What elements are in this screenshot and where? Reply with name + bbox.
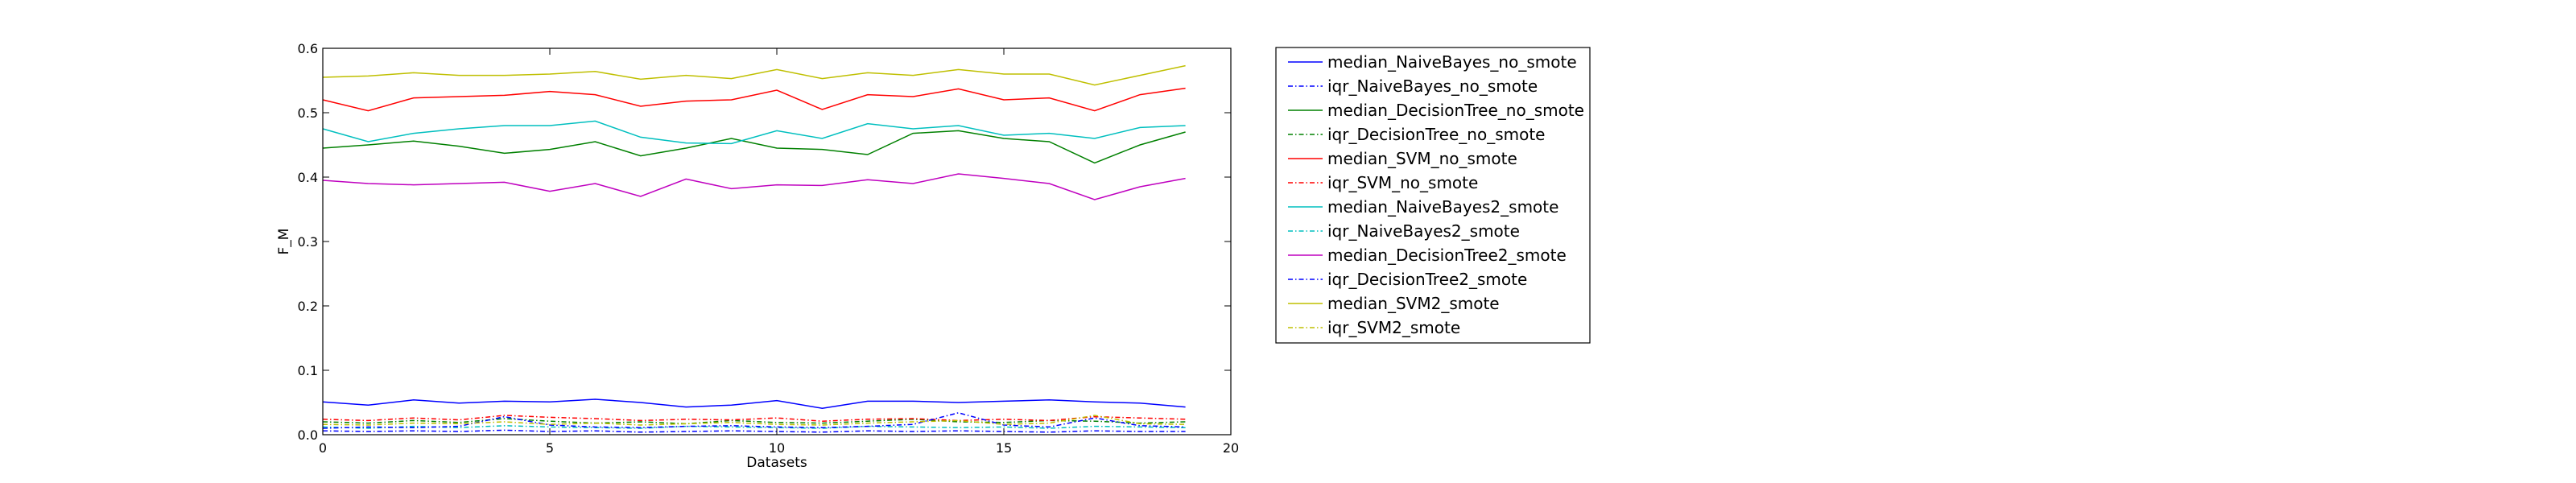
y-tick-label: 0.4 bbox=[298, 170, 318, 185]
series-line-11 bbox=[322, 415, 1186, 426]
legend-label-4: median_SVM_no_smote bbox=[1327, 149, 1517, 168]
legend-box bbox=[1275, 47, 1591, 344]
legend-label-10: median_SVM2_smote bbox=[1327, 294, 1500, 313]
y-tick-label: 0.2 bbox=[298, 299, 318, 314]
series-line-10 bbox=[322, 64, 1186, 86]
legend-items: median_NaiveBayes_no_smote iqr_NaiveBayes… bbox=[1288, 52, 1584, 337]
legend-label-7: iqr_NaiveBayes2_smote bbox=[1327, 221, 1520, 241]
y-tick-label: 0.6 bbox=[298, 41, 318, 56]
y-axis-label: F_M bbox=[276, 229, 292, 255]
ticks-layer: 0 5 10 15 20 0.0 0.1 0.2 0.3 0.4 0.5 0.6 bbox=[298, 41, 1240, 456]
series-line-6 bbox=[322, 120, 1186, 145]
x-axis-label: Datasets bbox=[746, 455, 807, 471]
series-line-2 bbox=[322, 130, 1186, 164]
x-tick-label: 15 bbox=[996, 440, 1012, 456]
x-tick-label: 5 bbox=[546, 440, 554, 456]
series-line-4 bbox=[322, 87, 1186, 112]
legend-label-3: iqr_DecisionTree_no_smote bbox=[1327, 125, 1546, 144]
series-line-0 bbox=[322, 398, 1186, 409]
y-tick-label: 0.1 bbox=[298, 363, 318, 378]
x-tick-label: 10 bbox=[769, 440, 785, 456]
series-line-8 bbox=[322, 173, 1186, 200]
legend-label-1: iqr_NaiveBayes_no_smote bbox=[1327, 76, 1538, 96]
series-line-9 bbox=[322, 412, 1186, 429]
x-tick-label: 20 bbox=[1223, 440, 1239, 456]
legend-label-9: iqr_DecisionTree2_smote bbox=[1327, 270, 1527, 289]
legend-label-8: median_DecisionTree2_smote bbox=[1327, 246, 1567, 265]
plot-frame bbox=[322, 47, 1232, 436]
y-tick-label: 0.5 bbox=[298, 105, 318, 121]
series-layer bbox=[322, 64, 1186, 433]
series-line-1 bbox=[322, 429, 1186, 433]
legend-label-11: iqr_SVM2_smote bbox=[1327, 318, 1460, 337]
legend-label-6: median_NaiveBayes2_smote bbox=[1327, 197, 1558, 217]
y-tick-label: 0.3 bbox=[298, 234, 318, 250]
legend-label-0: median_NaiveBayes_no_smote bbox=[1327, 52, 1577, 72]
x-tick-label: 0 bbox=[319, 440, 327, 456]
series-line-5 bbox=[322, 415, 1186, 422]
y-tick-label: 0.0 bbox=[298, 427, 318, 443]
legend-label-5: iqr_SVM_no_smote bbox=[1327, 173, 1478, 192]
legend-label-2: median_DecisionTree_no_smote bbox=[1327, 101, 1584, 120]
series-line-7 bbox=[322, 425, 1186, 429]
legend: median_NaiveBayes_no_smote iqr_NaiveBayes… bbox=[1275, 47, 1591, 344]
